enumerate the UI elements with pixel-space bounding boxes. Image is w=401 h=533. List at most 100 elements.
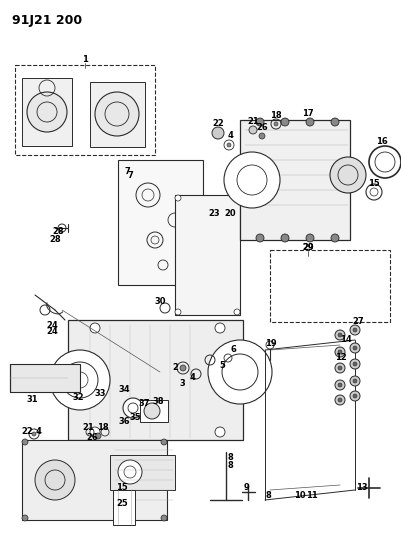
Circle shape bbox=[366, 184, 382, 200]
Text: 18: 18 bbox=[97, 424, 109, 432]
Circle shape bbox=[306, 118, 314, 126]
Bar bbox=[110, 455, 175, 490]
Text: 34: 34 bbox=[118, 385, 130, 394]
Circle shape bbox=[95, 92, 139, 136]
Bar bbox=[68, 320, 243, 440]
Text: 21: 21 bbox=[82, 424, 94, 432]
Text: 22: 22 bbox=[212, 119, 224, 128]
Circle shape bbox=[338, 383, 342, 387]
Text: 33: 33 bbox=[94, 389, 106, 398]
Text: 14: 14 bbox=[340, 335, 352, 344]
Text: 13: 13 bbox=[356, 483, 368, 492]
Circle shape bbox=[123, 398, 143, 418]
Circle shape bbox=[32, 432, 36, 436]
Circle shape bbox=[350, 391, 360, 401]
Circle shape bbox=[22, 515, 28, 521]
Circle shape bbox=[256, 234, 264, 242]
Circle shape bbox=[22, 439, 28, 445]
Circle shape bbox=[180, 365, 186, 371]
Bar bbox=[10, 364, 80, 392]
Text: 27: 27 bbox=[352, 318, 364, 327]
Text: 7: 7 bbox=[127, 171, 133, 180]
Text: 31: 31 bbox=[26, 395, 38, 405]
Bar bbox=[22, 78, 72, 146]
Text: 15: 15 bbox=[368, 180, 380, 189]
Text: 11: 11 bbox=[306, 491, 318, 500]
Circle shape bbox=[335, 330, 345, 340]
Circle shape bbox=[335, 380, 345, 390]
Text: 4: 4 bbox=[35, 427, 41, 437]
Circle shape bbox=[35, 460, 75, 500]
Circle shape bbox=[350, 343, 360, 353]
Text: 38: 38 bbox=[152, 398, 164, 407]
Circle shape bbox=[369, 146, 401, 178]
Bar bbox=[240, 120, 350, 240]
Bar bbox=[22, 440, 167, 520]
Bar bbox=[140, 400, 168, 422]
Text: 3: 3 bbox=[179, 378, 185, 387]
Bar bbox=[175, 195, 240, 315]
Circle shape bbox=[256, 118, 264, 126]
Text: 19: 19 bbox=[265, 340, 277, 349]
Circle shape bbox=[208, 340, 272, 404]
Circle shape bbox=[259, 133, 265, 139]
Text: 36: 36 bbox=[118, 417, 130, 426]
Text: 8: 8 bbox=[227, 462, 233, 471]
Circle shape bbox=[50, 350, 110, 410]
Circle shape bbox=[335, 395, 345, 405]
Text: 32: 32 bbox=[72, 393, 84, 402]
Text: 26: 26 bbox=[86, 433, 98, 442]
Circle shape bbox=[350, 325, 360, 335]
Circle shape bbox=[331, 118, 339, 126]
Circle shape bbox=[90, 323, 100, 333]
Circle shape bbox=[234, 195, 240, 201]
Circle shape bbox=[353, 379, 357, 383]
Text: 29: 29 bbox=[302, 244, 314, 253]
Text: 7: 7 bbox=[124, 167, 130, 176]
Circle shape bbox=[331, 234, 339, 242]
Bar bbox=[90, 82, 145, 147]
Circle shape bbox=[330, 157, 366, 193]
Text: 29: 29 bbox=[302, 243, 314, 252]
Text: 1: 1 bbox=[82, 55, 88, 64]
Circle shape bbox=[249, 126, 257, 134]
Circle shape bbox=[335, 347, 345, 357]
Text: 91J21 200: 91J21 200 bbox=[12, 14, 82, 27]
Bar bbox=[118, 160, 203, 285]
Text: 10: 10 bbox=[294, 491, 306, 500]
Text: 24: 24 bbox=[46, 320, 58, 329]
Text: 28: 28 bbox=[52, 228, 64, 237]
Text: 12: 12 bbox=[335, 353, 347, 362]
Text: 28: 28 bbox=[49, 236, 61, 245]
Circle shape bbox=[175, 309, 181, 315]
Circle shape bbox=[338, 350, 342, 354]
Circle shape bbox=[118, 460, 142, 484]
Bar bbox=[15, 65, 155, 155]
Text: 15: 15 bbox=[116, 483, 128, 492]
Text: 25: 25 bbox=[116, 498, 128, 507]
Text: 37: 37 bbox=[138, 399, 150, 408]
Text: 8: 8 bbox=[265, 491, 271, 500]
Text: 4: 4 bbox=[189, 374, 195, 383]
Circle shape bbox=[350, 359, 360, 369]
Text: 4: 4 bbox=[227, 132, 233, 141]
Text: 30: 30 bbox=[154, 297, 166, 306]
Text: 26: 26 bbox=[256, 124, 268, 133]
Circle shape bbox=[335, 363, 345, 373]
Circle shape bbox=[353, 346, 357, 350]
Circle shape bbox=[281, 234, 289, 242]
Bar bbox=[270, 250, 390, 322]
Circle shape bbox=[281, 118, 289, 126]
Text: 6: 6 bbox=[230, 345, 236, 354]
Circle shape bbox=[306, 234, 314, 242]
Circle shape bbox=[227, 143, 231, 147]
Circle shape bbox=[175, 195, 181, 201]
Circle shape bbox=[144, 403, 160, 419]
Circle shape bbox=[274, 122, 278, 126]
Circle shape bbox=[350, 376, 360, 386]
Circle shape bbox=[212, 127, 224, 139]
Text: 9: 9 bbox=[244, 483, 250, 492]
Text: 18: 18 bbox=[270, 111, 282, 120]
Text: 8: 8 bbox=[227, 454, 233, 463]
Circle shape bbox=[338, 366, 342, 370]
